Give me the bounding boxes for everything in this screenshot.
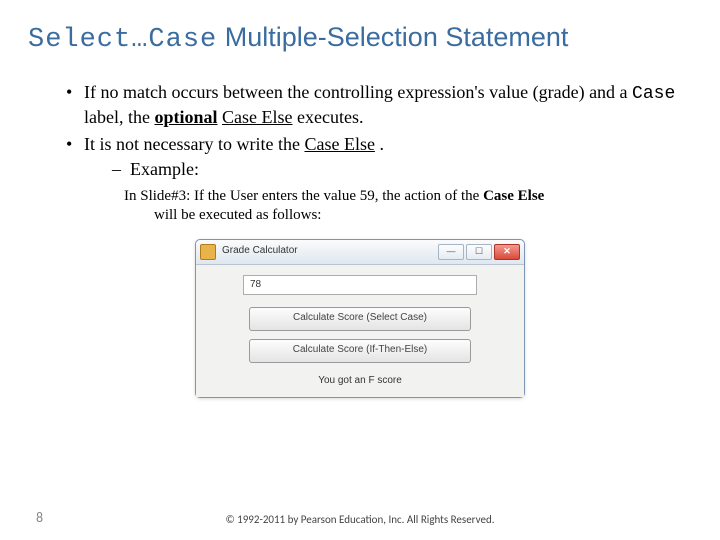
result-label: You got an F score bbox=[208, 371, 512, 388]
copyright-footer: © 1992-2011 by Pearson Education, Inc. A… bbox=[0, 513, 720, 526]
window-controls: — ☐ ✕ bbox=[438, 244, 520, 260]
mock-titlebar: Grade Calculator — ☐ ✕ bbox=[196, 240, 524, 265]
bullet-2: It is not necessary to write the Case El… bbox=[66, 133, 680, 181]
example-line1b: Case Else bbox=[483, 188, 544, 204]
mock-window: Grade Calculator — ☐ ✕ 78 Calculate Scor… bbox=[195, 239, 525, 399]
mock-window-title: Grade Calculator bbox=[222, 245, 438, 258]
grade-input[interactable]: 78 bbox=[243, 275, 477, 295]
example-text: In Slide#3: If the User enters the value… bbox=[40, 187, 680, 225]
example-line2: will be executed as follows: bbox=[124, 206, 660, 225]
mock-body: 78 Calculate Score (Select Case) Calcula… bbox=[196, 265, 524, 398]
example-line1a: In Slide#3: If the User enters the value… bbox=[124, 188, 483, 204]
slide-content: If no match occurs between the controlli… bbox=[0, 63, 720, 398]
calculate-if-then-else-button[interactable]: Calculate Score (If-Then-Else) bbox=[249, 339, 471, 363]
maximize-icon[interactable]: ☐ bbox=[466, 244, 492, 260]
bullet-list: If no match occurs between the controlli… bbox=[40, 81, 680, 181]
app-icon bbox=[200, 244, 216, 260]
bullet-1: If no match occurs between the controlli… bbox=[66, 81, 680, 129]
sub-list: Example: bbox=[84, 158, 680, 181]
title-mono: Select…Case bbox=[28, 25, 217, 55]
slide-title: Select…Case Multiple-Selection Statement bbox=[0, 0, 720, 63]
calculate-select-case-button[interactable]: Calculate Score (Select Case) bbox=[249, 307, 471, 331]
minimize-icon[interactable]: — bbox=[438, 244, 464, 260]
close-icon[interactable]: ✕ bbox=[494, 244, 520, 260]
title-rest: Multiple-Selection Statement bbox=[217, 22, 568, 52]
sub-example: Example: bbox=[112, 158, 680, 181]
